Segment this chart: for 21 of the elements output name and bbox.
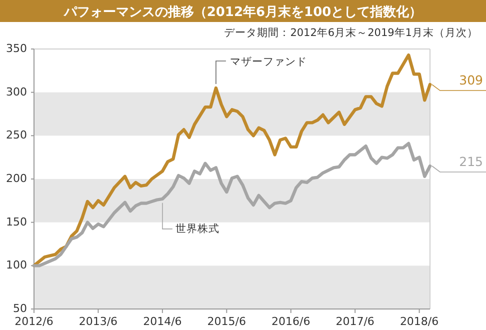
y-tick-label: 300 — [6, 85, 27, 98]
text: 世界株式 — [175, 222, 220, 235]
annotation: 215 — [459, 154, 483, 169]
y-tick-label: 150 — [6, 215, 27, 228]
title: パフォーマンスの推移（2012年6月末を100として指数化） — [0, 0, 486, 22]
x-tick-label: 2012/6 — [14, 315, 54, 328]
x-tick-label: 2013/6 — [78, 315, 118, 328]
x-tick-label: 2014/6 — [143, 315, 182, 328]
chart-subtitle: データ期間：2012年6月末～2019年1月末（月次） — [224, 26, 478, 39]
y-tick-label: 250 — [6, 128, 27, 142]
y-tick-label: 100 — [6, 258, 27, 272]
y-tick-label: 50 — [13, 302, 27, 316]
y-tick-label: 200 — [6, 172, 27, 186]
x-tick-label: 2018/6 — [400, 315, 439, 328]
y-tick-label: 350 — [6, 42, 27, 56]
x-tick-label: 2015/6 — [207, 315, 246, 328]
x-tick-label: 2016/6 — [272, 315, 310, 328]
text: マザーファンド — [230, 56, 307, 68]
annotation: 309 — [459, 72, 484, 88]
chart-title: パフォーマンスの推移（2012年6月末を100として指数化） — [62, 5, 422, 20]
x-tick-label: 2017/6 — [336, 315, 374, 328]
